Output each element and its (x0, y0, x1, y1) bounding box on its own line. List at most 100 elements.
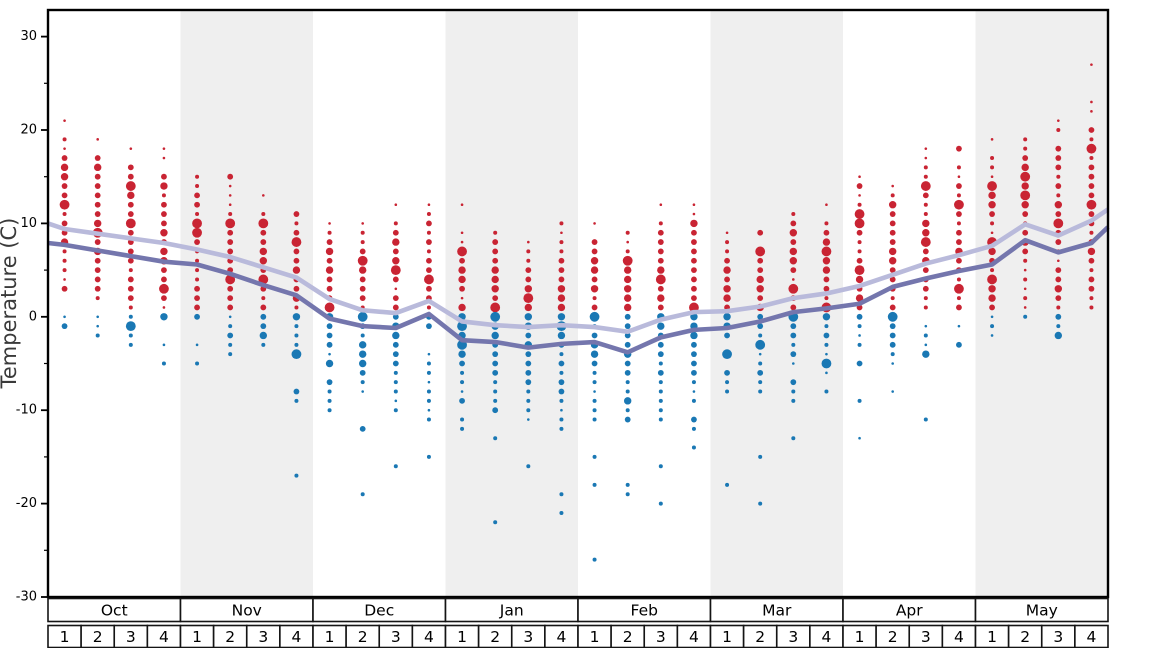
temp-dot-blue (491, 331, 499, 340)
temp-dot-red (657, 257, 664, 264)
week-label: 3 (656, 628, 666, 646)
temp-dot-red (127, 201, 134, 208)
temp-dot-red (692, 203, 696, 207)
temp-dot-red (923, 174, 928, 179)
week-label: 3 (921, 628, 931, 646)
temp-dot-red (195, 277, 200, 282)
temp-dot-red (194, 304, 200, 311)
temp-dot-red (492, 257, 499, 264)
temp-dot-blue (757, 323, 764, 330)
temp-dot-red (657, 229, 664, 236)
temp-dot-red (490, 302, 501, 313)
temp-dot-red (920, 181, 931, 191)
temp-dot-blue (427, 408, 431, 412)
temp-dot-blue (624, 360, 631, 367)
temp-dot-red (792, 278, 795, 281)
temp-dot-red (125, 218, 136, 229)
temp-dot-blue (625, 492, 630, 497)
temp-dot-red (525, 267, 532, 273)
temp-dot-blue (426, 361, 431, 366)
temp-dot-red (856, 257, 863, 264)
temp-dot-red (61, 220, 68, 227)
temp-dot-red (1089, 230, 1094, 235)
temp-dot-red (1023, 268, 1027, 272)
temp-dot-red (261, 212, 266, 217)
temp-dot-blue (392, 351, 399, 358)
temp-dot-blue (1055, 313, 1062, 320)
temp-dot-blue (658, 417, 663, 422)
temp-dot-red (1020, 190, 1031, 201)
temp-dot-red (458, 266, 466, 274)
temp-dot-blue (758, 352, 762, 356)
temp-dot-red (93, 163, 102, 172)
temp-dot-blue (427, 380, 431, 384)
temp-dot-blue (393, 370, 398, 375)
temp-dot-blue (956, 341, 962, 348)
temp-dot-red (990, 268, 995, 273)
temp-dot-red (657, 285, 664, 292)
temp-dot-blue (260, 313, 267, 320)
temp-dot-blue (526, 398, 531, 403)
average-max-line (47, 207, 1110, 335)
temp-dot-blue (525, 351, 532, 358)
temp-dot-red (889, 220, 896, 227)
temp-dot-red (691, 267, 697, 273)
temp-dot-red (824, 221, 829, 226)
temp-dot-red (622, 255, 633, 266)
temp-dot-red (94, 183, 101, 189)
temp-dot-red (1057, 119, 1060, 122)
temp-dot-blue (624, 313, 631, 320)
temp-dot-blue (923, 333, 928, 338)
temp-dot-red (558, 267, 565, 273)
temp-dot-blue (592, 380, 597, 385)
temp-dot-blue (393, 380, 398, 385)
temp-dot-red (228, 203, 232, 207)
temp-dot-red (822, 238, 831, 246)
temp-dot-red (789, 247, 798, 256)
temp-dot-red (1054, 201, 1063, 209)
y-axis-title: Temperature (C) (0, 218, 21, 390)
temp-dot-red (1022, 211, 1029, 217)
week-label: 2 (490, 628, 500, 646)
temp-dot-red (924, 156, 928, 160)
temp-dot-red (460, 231, 464, 235)
month-band (975, 10, 1108, 597)
temp-dot-red (261, 296, 266, 301)
week-label: 3 (788, 628, 798, 646)
temp-dot-blue (722, 349, 732, 360)
temp-dot-red (623, 275, 632, 284)
temp-dot-red (1087, 247, 1096, 256)
temp-dot-red (1023, 146, 1028, 151)
temp-dot-red (460, 296, 464, 300)
temp-dot-blue (261, 342, 266, 347)
temp-dot-red (558, 257, 565, 264)
temp-dot-blue (758, 454, 763, 459)
week-label: 1 (457, 628, 467, 646)
temp-dot-red (789, 229, 798, 237)
temp-dot-red (821, 246, 832, 257)
temp-dot-red (1088, 173, 1095, 180)
temp-dot-blue (658, 361, 663, 366)
temp-dot-red (823, 276, 830, 283)
temp-dot-blue (492, 351, 499, 358)
temp-dot-red (625, 230, 630, 235)
temp-dot-red (922, 192, 929, 199)
temp-dot-blue (492, 407, 499, 414)
temp-dot-blue (691, 445, 696, 450)
temp-dot-red (988, 294, 996, 302)
temp-dot-blue (392, 313, 399, 320)
temp-dot-red (195, 184, 200, 189)
temp-dot-red (359, 295, 366, 302)
temp-dot-red (162, 156, 166, 160)
temp-dot-red (127, 248, 134, 255)
temp-dot-blue (162, 343, 166, 347)
temp-dot-blue (558, 379, 565, 386)
temp-dot-red (293, 257, 300, 264)
month-cell (974, 597, 1109, 623)
temp-dot-red (63, 278, 66, 281)
temp-dot-blue (889, 341, 896, 348)
temp-dot-red (989, 304, 995, 311)
temp-dot-red (161, 193, 166, 198)
temp-dot-blue (725, 482, 730, 487)
temp-dot-blue (393, 464, 398, 469)
